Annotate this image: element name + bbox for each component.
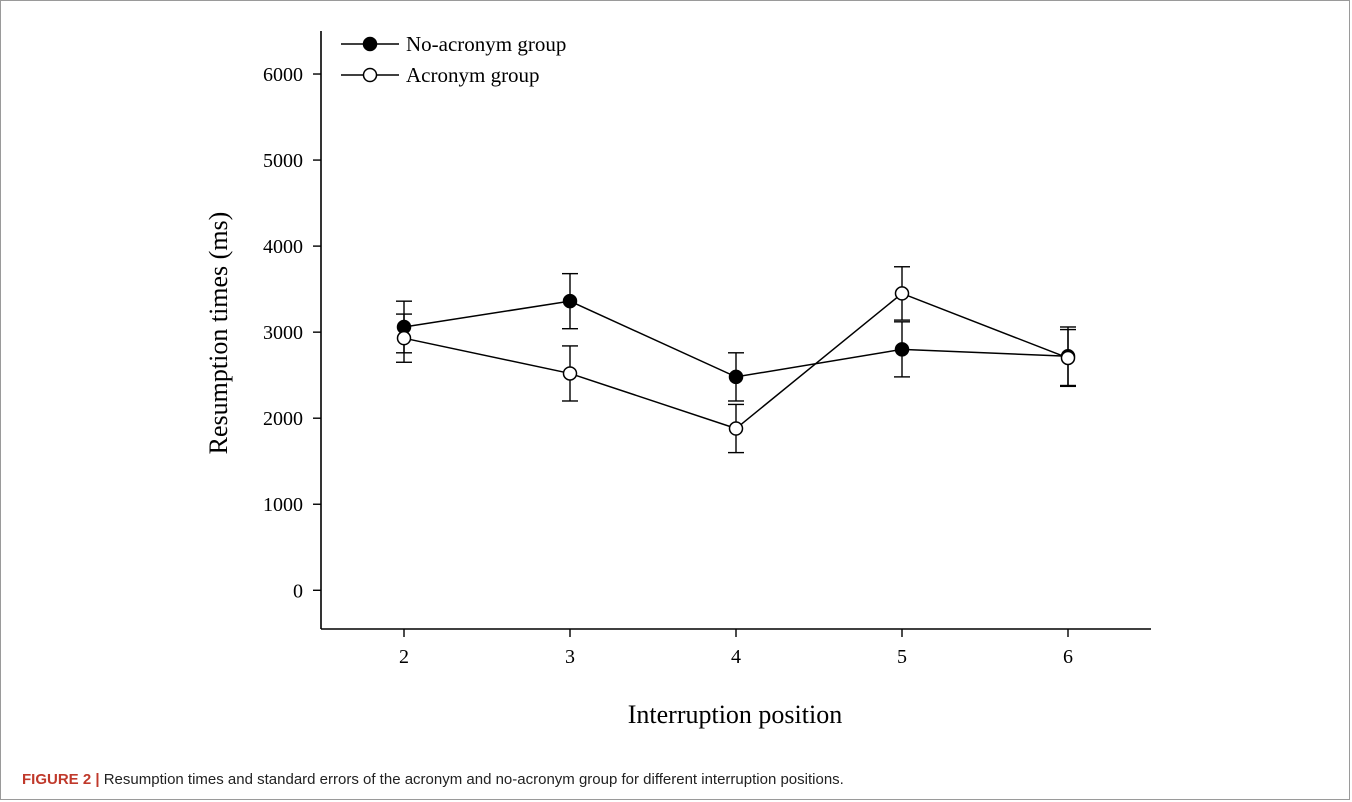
y-tick-label: 6000: [263, 64, 303, 86]
ticks: 0 1000 2000 3000 4000 5000 6000 2 3 4 5 6: [263, 64, 1073, 668]
legend: No-acronym group Acronym group: [341, 32, 566, 87]
y-tick-label: 5000: [263, 150, 303, 172]
y-tick-label: 0: [293, 580, 303, 602]
data-point: [562, 293, 578, 309]
legend-marker: [362, 36, 378, 52]
data-point: [396, 330, 412, 346]
x-tick-label: 4: [731, 646, 741, 668]
legend-label: No-acronym group: [406, 32, 566, 56]
figure-caption: FIGURE 2 | Resumption times and standard…: [22, 771, 1332, 788]
legend-item: No-acronym group: [341, 32, 566, 56]
chart: 0 1000 2000 3000 4000 5000 6000 2 3 4 5 6 No-acrony…: [204, 31, 1151, 729]
data-point: [1060, 350, 1076, 366]
data-point: [894, 286, 910, 301]
axes: [320, 31, 1151, 630]
x-axis-title: Interruption position: [628, 700, 842, 729]
y-tick-label: 1000: [263, 494, 303, 516]
legend-label: Acronym group: [406, 63, 540, 87]
y-tick-label: 4000: [263, 236, 303, 258]
x-tick-label: 2: [399, 646, 409, 668]
series-layer: [396, 266, 1076, 454]
data-point: [728, 421, 744, 436]
data-point: [894, 342, 910, 357]
figure-label: FIGURE 2 |: [22, 771, 100, 788]
y-tick-label: 3000: [263, 322, 303, 344]
series-no-acronym-group: [396, 272, 1076, 402]
legend-marker: [362, 67, 378, 83]
x-tick-label: 5: [897, 646, 907, 668]
y-axis-title: Resumption times (ms): [204, 212, 233, 455]
x-tick-label: 3: [565, 646, 575, 668]
x-tick-label: 6: [1063, 646, 1073, 668]
data-point: [728, 369, 744, 385]
legend-item: Acronym group: [341, 63, 540, 87]
caption-text: Resumption times and standard errors of …: [103, 771, 844, 788]
data-point: [562, 366, 578, 381]
series-acronym-group: [396, 266, 1076, 454]
y-tick-label: 2000: [263, 408, 303, 430]
